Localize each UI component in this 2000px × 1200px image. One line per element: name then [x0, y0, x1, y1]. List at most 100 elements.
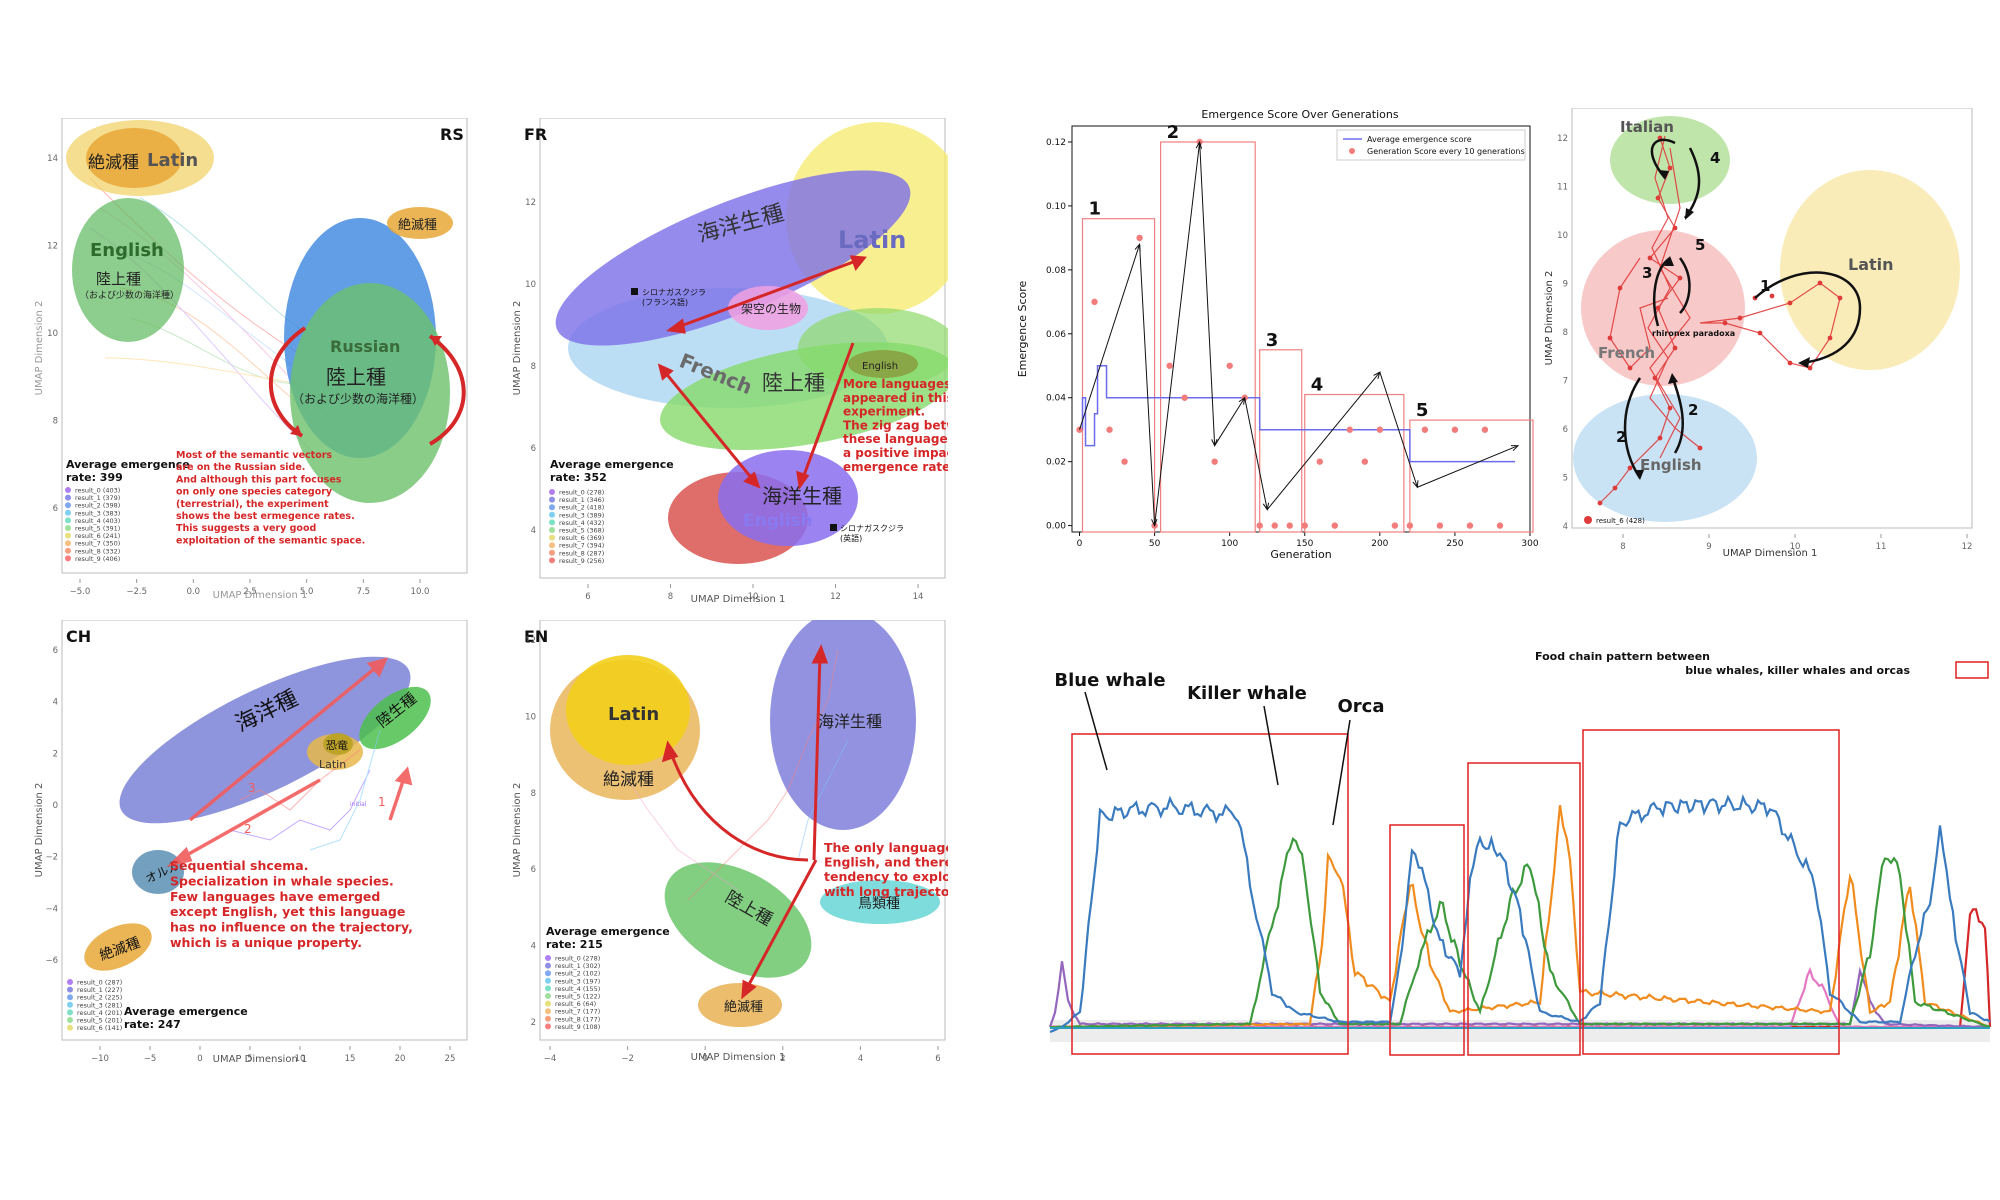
en-legend-marker	[545, 977, 551, 984]
fr-marker-bluewhale-fr	[631, 288, 638, 295]
emergence-score-dot	[1406, 522, 1414, 529]
rs-legend-marker	[65, 555, 71, 562]
ch-note-line: Specialization in whale species.	[170, 873, 394, 888]
rs-arrowhead-right	[430, 336, 442, 346]
emergence-box-label: 5	[1416, 400, 1429, 421]
umap4-trajectory-point	[1769, 293, 1775, 299]
ch-legend-item: result_6 (141)	[77, 1024, 122, 1032]
rs-legend-marker	[65, 547, 71, 554]
ch-orca-cluster	[132, 850, 184, 894]
fr-label-english-small: English	[862, 361, 898, 372]
umap4-trajectory-point	[1617, 285, 1623, 291]
en-x-tick-label: 4	[858, 1054, 863, 1064]
ch-ylabel: UMAP Dimension 2	[34, 783, 45, 878]
umap4-panel: Italian Latin French English rhironex pa…	[1544, 108, 1973, 559]
ch-y-tick-label: 6	[53, 646, 58, 656]
rs-x-ticks: −5.0 −2.5 0.0 2.5 5.0 7.5 10.0	[70, 579, 429, 597]
rs-russian-green-cluster	[290, 283, 450, 503]
umap4-x-tick-label: 9	[1706, 542, 1711, 552]
rs-label-russian-land: 陸上種	[326, 365, 386, 389]
fr-english-small-cluster	[848, 350, 918, 378]
ch-y-tick-label: 4	[53, 698, 58, 708]
emergence-x-tick-label: 150	[1296, 539, 1313, 549]
fr-legend-marker	[549, 549, 555, 556]
emergence-arrowhead	[1510, 445, 1520, 452]
emergence-legend-line: Average emergence score	[1367, 135, 1472, 144]
en-legend-item: result_1 (302)	[555, 962, 600, 970]
umap4-black-arrows	[1623, 138, 1862, 479]
fr-avg-value: rate: 352	[550, 471, 607, 484]
emergence-arrow-segment	[1199, 141, 1216, 446]
en-y-tick-label: 2	[531, 1018, 536, 1028]
fr-label-english: English	[743, 511, 813, 531]
fr-legend-marker	[549, 527, 555, 533]
emergence-y-tick-label: 0.10	[1046, 202, 1066, 212]
ch-panel: 海洋種 陸生種 恐竜 Latin オルカ 絶滅種 3 2 1 initial C…	[34, 620, 468, 1065]
fr-y-tick-label: 6	[531, 444, 536, 454]
emergence-score-dot	[1376, 426, 1384, 433]
fr-x-tick-label: 12	[830, 592, 841, 602]
en-label-latin: Latin	[608, 704, 659, 725]
en-legend-marker	[545, 970, 551, 977]
en-bird-cluster	[820, 880, 940, 924]
en-panel-tag: EN	[524, 627, 548, 646]
foodchain-legend-text-1: Food chain pattern between	[1535, 650, 1710, 663]
ch-legend: result_0 (287)result_1 (227)result_2 (22…	[67, 979, 122, 1032]
rs-note-line: And although this part focuses	[176, 474, 342, 485]
rs-ylabel: UMAP Dimension 2	[34, 301, 45, 396]
umap4-trajectory-point	[1837, 295, 1843, 301]
umap4-label-english: English	[1640, 456, 1702, 474]
ch-legend-marker	[67, 1001, 73, 1008]
emergence-x-tick-label: 0	[1077, 539, 1083, 549]
emergence-score-dot	[1226, 362, 1233, 369]
fr-y-tick-label: 12	[525, 198, 536, 208]
rs-legend-item: result_3 (383)	[75, 509, 120, 517]
umap4-y-tick-label: 11	[1557, 183, 1568, 193]
emergence-score-chart: Emergence Score Over Generations 0 50 100 1…	[1016, 108, 1539, 561]
fr-panel: 海洋生種 Latin 架空の生物 French 陸上種 English 海洋生種…	[512, 118, 948, 605]
umap4-latin-cluster	[1780, 170, 1960, 370]
umap4-trajectory-point	[1757, 330, 1763, 336]
foodchain-label-killerwhale: Killer whale	[1187, 683, 1307, 704]
fr-legend-marker	[549, 504, 555, 511]
rs-x-tick-label: 5.0	[300, 587, 314, 597]
ch-note-line: Few languages have emerged	[170, 889, 380, 904]
ch-x-tick-label: 5	[247, 1054, 252, 1064]
ch-trajectories	[229, 729, 381, 851]
rs-x-tick-label: −2.5	[126, 587, 147, 597]
emergence-x-tick-label: 200	[1371, 539, 1388, 549]
en-legend-item: result_7 (177)	[555, 1008, 600, 1016]
ch-land-cluster	[359, 686, 431, 750]
umap4-trajectory-point	[1672, 345, 1678, 351]
emergence-y-tick-label: 0.04	[1046, 394, 1066, 404]
en-label-marine: 海洋生種	[818, 712, 882, 731]
ch-legend-item: result_3 (281)	[77, 1001, 122, 1009]
umap4-trajectory-point	[1787, 360, 1793, 366]
emergence-box-label: 3	[1266, 330, 1279, 351]
emergence-y-tick-label: 0.08	[1046, 266, 1066, 276]
en-x-tick-label: 6	[935, 1054, 940, 1064]
umap4-y-tick-label: 7	[1563, 377, 1568, 387]
ch-legend-item: result_5 (201)	[77, 1017, 122, 1025]
umap4-y-tick-label: 8	[1563, 328, 1568, 338]
emergence-legend: Average emergence score Generation Score…	[1336, 129, 1526, 161]
umap4-trajectory-point	[1827, 335, 1833, 341]
umap4-y-tick-label: 4	[1563, 522, 1568, 532]
fr-label-imaginary: 架空の生物	[741, 302, 801, 316]
emergence-score-dot	[1436, 522, 1444, 529]
foodchain-line-purple	[1048, 961, 1991, 1029]
emergence-plot-frame	[1071, 125, 1531, 533]
emergence-score-dot	[1106, 426, 1113, 433]
umap4-trajectory-point	[1647, 255, 1653, 261]
fr-legend-item: result_0 (278)	[559, 489, 604, 497]
en-trajectories	[627, 649, 849, 901]
emergence-score-dot	[1451, 426, 1459, 433]
umap4-y-tick-label: 5	[1563, 474, 1568, 484]
rs-legend-item: result_7 (350)	[75, 540, 120, 548]
umap4-english-cluster	[1573, 394, 1757, 522]
en-legend-item: result_4 (155)	[555, 985, 600, 993]
emergence-score-dot	[1331, 522, 1338, 529]
ch-xlabel: UMAP Dimension 1	[213, 1054, 308, 1065]
ch-panel-tag: CH	[66, 627, 91, 646]
en-legend-marker	[545, 1015, 551, 1022]
